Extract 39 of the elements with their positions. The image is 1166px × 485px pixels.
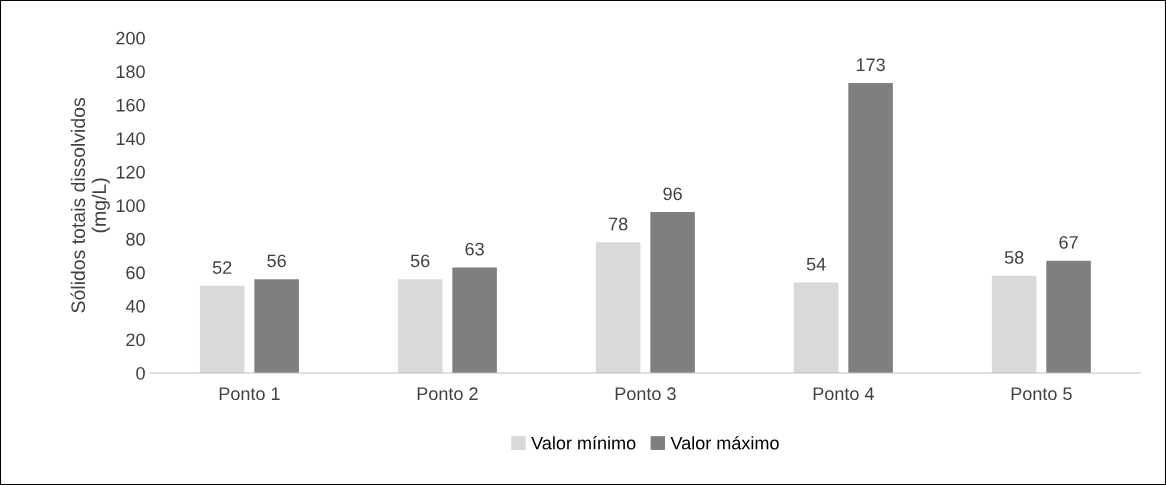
y-tick-label: 60	[126, 266, 145, 280]
data-label: 78	[609, 217, 628, 231]
bar	[199, 285, 245, 373]
bar	[848, 83, 893, 373]
legend-label: Valor mínimo	[531, 436, 636, 450]
y-tick-label: 200	[116, 31, 145, 45]
y-tick-label: 120	[116, 165, 145, 179]
y-tick-label: 100	[116, 199, 145, 213]
y-axis-title: Sólidos totais dissolvidos (mg/L)	[70, 98, 110, 313]
x-tick-label: Ponto 1	[219, 387, 280, 401]
data-label: 56	[267, 254, 286, 268]
bar	[1046, 260, 1091, 373]
bar	[595, 242, 641, 373]
data-label: 52	[212, 261, 232, 274]
data-label: 54	[806, 257, 826, 271]
data-label: 67	[1059, 236, 1078, 249]
y-tick-label: 40	[125, 299, 145, 313]
x-tick-label: Ponto 2	[417, 387, 478, 401]
y-tick-label: 0	[136, 366, 145, 380]
bar	[991, 275, 1037, 373]
y-tick-label: 80	[126, 232, 145, 246]
bar	[793, 282, 839, 373]
y-tick-label: 140	[116, 132, 145, 146]
data-label: 56	[410, 254, 430, 268]
data-label: 173	[856, 58, 885, 72]
bar	[452, 267, 497, 373]
legend-label: Valor máximo	[670, 436, 779, 450]
bar	[397, 279, 443, 373]
data-label: 96	[663, 187, 682, 201]
bar	[254, 279, 299, 373]
y-tick-label: 180	[116, 65, 145, 79]
x-tick-label: Ponto 5	[1011, 387, 1072, 401]
data-label: 63	[465, 242, 484, 256]
x-tick-label: Ponto 3	[615, 387, 676, 401]
data-label: 58	[1004, 251, 1024, 264]
x-tick-label: Ponto 4	[813, 387, 874, 401]
y-tick-label: 160	[116, 98, 145, 112]
bar	[650, 212, 695, 373]
y-tick-label: 20	[126, 333, 145, 347]
